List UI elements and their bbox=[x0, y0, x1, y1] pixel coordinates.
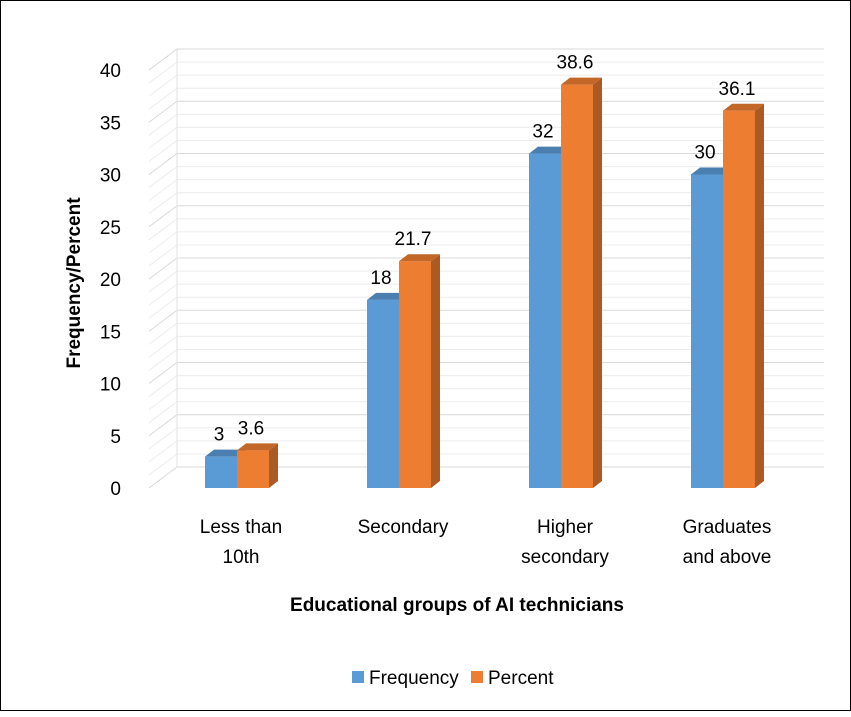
bar-side bbox=[755, 103, 764, 488]
minor-gridline bbox=[148, 139, 824, 162]
data-label: 38.6 bbox=[557, 53, 594, 74]
x-tick-label: Graduates bbox=[683, 517, 772, 538]
bar-side bbox=[431, 254, 440, 488]
data-label: 18 bbox=[370, 268, 391, 289]
bar-top bbox=[723, 103, 764, 111]
y-tick-label: 20 bbox=[100, 270, 121, 291]
data-label: 32 bbox=[532, 122, 553, 143]
x-tick-label: Secondary bbox=[358, 517, 449, 538]
data-label: 30 bbox=[694, 143, 715, 164]
chart-gridlines bbox=[148, 48, 824, 489]
data-label: 21.7 bbox=[395, 229, 432, 250]
legend-item-percent: Percent bbox=[471, 668, 554, 689]
legend-label: Frequency bbox=[369, 668, 459, 689]
bar-front bbox=[723, 110, 755, 488]
y-axis: 0 5 10 15 20 25 30 35 40 bbox=[100, 61, 121, 500]
bar-front bbox=[205, 456, 237, 488]
bar-top bbox=[205, 449, 246, 457]
y-tick-label: 0 bbox=[110, 479, 121, 500]
minor-gridline bbox=[148, 126, 824, 149]
bar-percent-2 bbox=[561, 77, 602, 488]
bar-front bbox=[237, 450, 269, 488]
minor-gridline bbox=[148, 113, 824, 136]
bar-series bbox=[205, 77, 764, 488]
y-tick-label: 30 bbox=[100, 166, 121, 187]
chart-legend: Frequency Percent bbox=[352, 668, 554, 689]
bar-percent-3 bbox=[723, 103, 764, 488]
y-tick-label: 35 bbox=[100, 113, 121, 134]
y-tick-label: 15 bbox=[100, 322, 121, 343]
legend-swatch bbox=[471, 671, 483, 683]
x-tick-label: 10th bbox=[223, 547, 260, 568]
bar-front bbox=[399, 261, 431, 488]
x-tick-label: and above bbox=[683, 547, 772, 568]
data-label: 3 bbox=[214, 425, 225, 446]
bar-top bbox=[237, 443, 278, 451]
bar-side bbox=[269, 443, 278, 488]
legend-swatch bbox=[352, 671, 364, 683]
y-tick-label: 40 bbox=[100, 61, 121, 82]
legend-item-frequency: Frequency bbox=[352, 668, 459, 689]
bar-side bbox=[593, 77, 602, 488]
y-tick-label: 10 bbox=[100, 375, 121, 396]
bar-front bbox=[367, 299, 399, 488]
bar-front bbox=[561, 84, 593, 488]
data-label: 3.6 bbox=[238, 418, 264, 439]
legend-label: Percent bbox=[488, 668, 554, 689]
x-tick-label: secondary bbox=[521, 547, 609, 568]
bar-top bbox=[691, 167, 732, 175]
y-tick-label: 5 bbox=[110, 427, 121, 448]
bar-percent-1 bbox=[399, 254, 440, 488]
y-tick-label: 25 bbox=[100, 218, 121, 239]
x-axis: Less than 10th Secondary Higher secondary Gra… bbox=[200, 517, 772, 568]
bar-percent-0 bbox=[237, 443, 278, 488]
bar-top bbox=[529, 146, 570, 154]
major-gridline bbox=[148, 48, 824, 71]
x-axis-title: Educational groups of AI technicians bbox=[290, 595, 624, 616]
bar-top bbox=[367, 292, 408, 300]
major-gridline bbox=[148, 100, 824, 123]
x-tick-label: Higher bbox=[537, 517, 594, 538]
y-axis-title: Frequency/Percent bbox=[64, 197, 85, 369]
bar-front bbox=[691, 174, 723, 488]
bar-front bbox=[529, 153, 561, 488]
bar-top bbox=[399, 254, 440, 262]
x-tick-label: Less than bbox=[200, 517, 282, 538]
data-label: 36.1 bbox=[719, 79, 756, 100]
bar-top bbox=[561, 77, 602, 85]
